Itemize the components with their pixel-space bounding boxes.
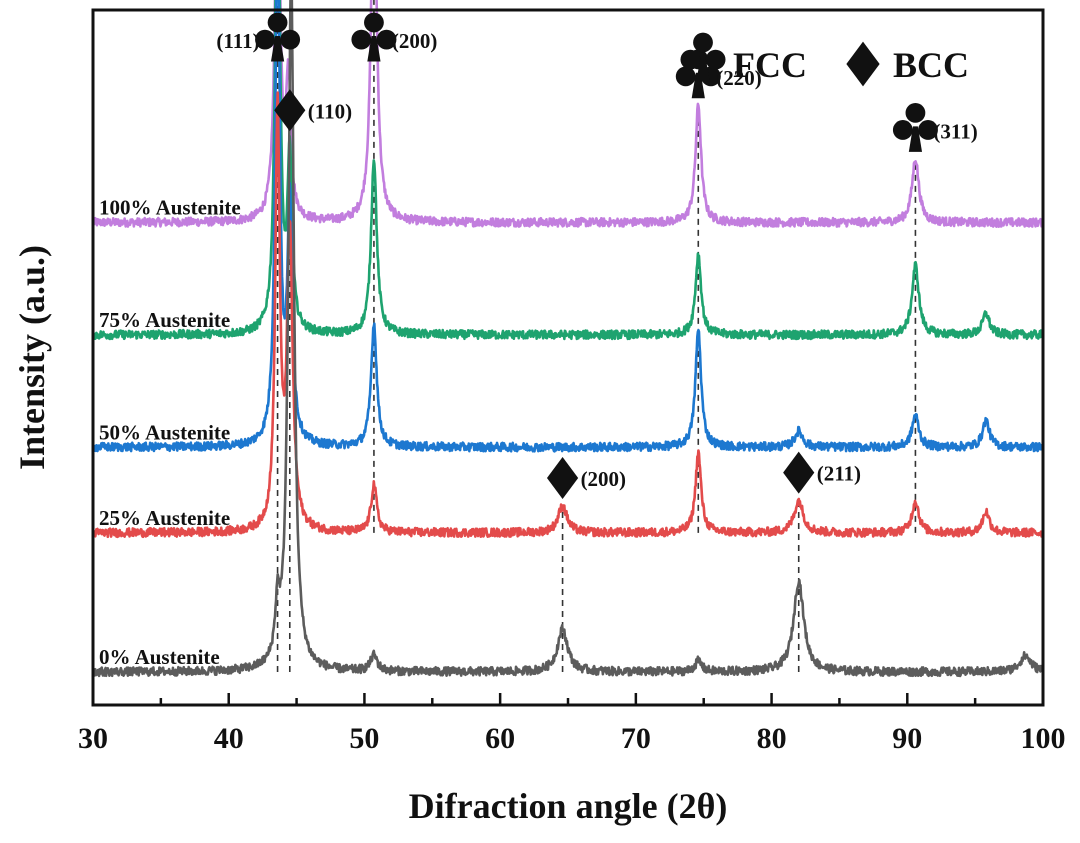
legend: FCC BCC xyxy=(680,32,969,87)
x-tick-label: 50 xyxy=(349,722,379,755)
legend-label-bcc: BCC xyxy=(893,45,969,85)
x-tick-label: 60 xyxy=(485,722,515,755)
peak-annotations: (111) (200) (220) (311) (110) (200) (211) xyxy=(216,12,978,499)
series-labels: 100% Austenite 75% Austenite 50% Austenite… xyxy=(99,196,241,669)
peak-label-fcc-200: (200) xyxy=(392,29,438,53)
series-label-100-austenite: 100% Austenite xyxy=(99,196,241,220)
legend-club-icon xyxy=(680,32,726,82)
fcc-club-icon xyxy=(351,12,397,62)
legend-label-fcc: FCC xyxy=(733,45,807,85)
y-axis-title: Intensity (a.u.) xyxy=(12,245,52,470)
x-tick-label: 90 xyxy=(892,722,922,755)
peak-label-bcc-200: (200) xyxy=(581,467,627,491)
series-label-0-austenite: 0% Austenite xyxy=(99,645,220,669)
bcc-diamond-icon xyxy=(274,89,306,132)
x-axis-title: Difraction angle (2θ) xyxy=(409,786,728,826)
x-tick-label: 100 xyxy=(1021,722,1066,755)
bcc-diamond-icon xyxy=(546,456,579,499)
series-line-50-austenite xyxy=(92,0,1044,453)
plot-frame xyxy=(91,8,1045,707)
bcc-diamond-icon xyxy=(783,451,815,494)
x-tick-label: 40 xyxy=(214,722,244,755)
series-line-75-austenite xyxy=(92,0,1044,341)
legend-diamond-icon xyxy=(846,41,880,87)
series-label-25-austenite: 25% Austenite xyxy=(99,506,230,530)
peak-label-fcc-220: (220) xyxy=(716,66,762,90)
peak-label-bcc-110: (110) xyxy=(308,99,352,123)
peak-label-fcc-111: (111) xyxy=(216,29,259,53)
x-axis-ticks: 30 40 50 60 70 80 90 100 xyxy=(78,693,1066,755)
series-line-25-austenite xyxy=(92,91,1044,539)
fcc-club-icon xyxy=(255,12,301,62)
x-tick-label: 70 xyxy=(621,722,651,755)
peak-label-fcc-311: (311) xyxy=(933,119,977,143)
series-label-50-austenite: 50% Austenite xyxy=(99,420,230,444)
series-group xyxy=(92,0,1044,678)
series-line-0-austenite xyxy=(92,0,1044,678)
x-tick-label: 80 xyxy=(757,722,787,755)
series-label-75-austenite: 75% Austenite xyxy=(99,308,230,332)
series-line-100-austenite xyxy=(92,0,1044,228)
peak-label-bcc-211: (211) xyxy=(817,462,861,486)
x-tick-label: 30 xyxy=(78,722,108,755)
fcc-club-icon xyxy=(892,102,938,152)
